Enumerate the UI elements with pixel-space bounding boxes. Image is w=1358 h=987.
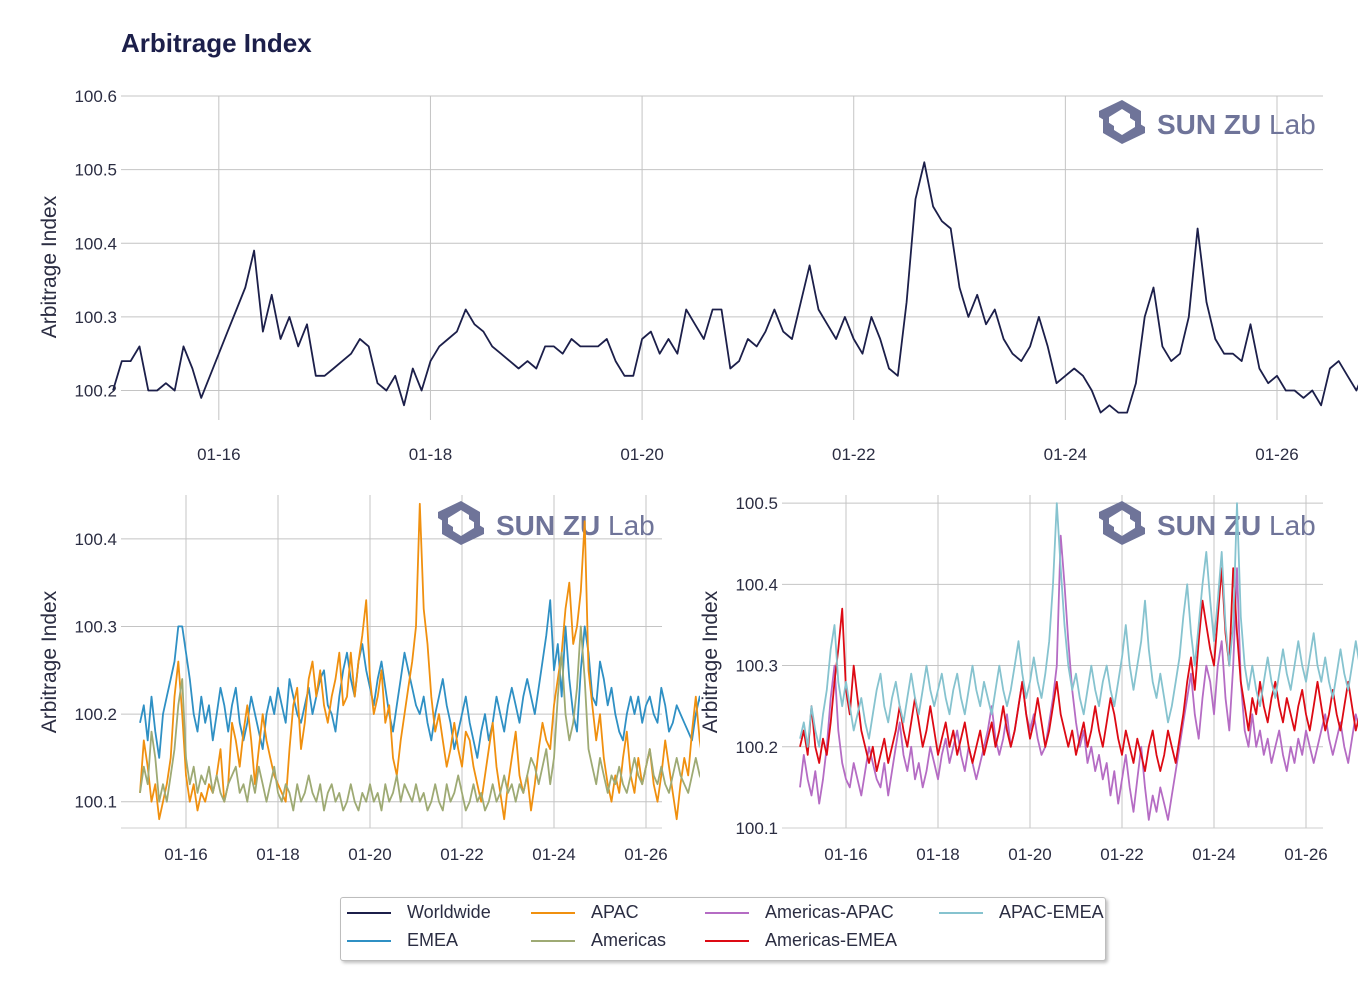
logo-brand: SUN ZU bbox=[1157, 109, 1261, 140]
series-line-americas-emea bbox=[799, 567, 1358, 772]
legend-swatch bbox=[939, 911, 983, 914]
x-tick-label: 01-24 bbox=[1044, 445, 1087, 464]
x-tick-label: 01-24 bbox=[532, 845, 575, 864]
x-tick-label: 01-22 bbox=[1100, 845, 1143, 864]
x-tick-label: 01-20 bbox=[1008, 845, 1051, 864]
x-tick-label: 01-18 bbox=[916, 845, 959, 864]
legend-label: EMEA bbox=[407, 930, 459, 950]
y-tick-label: 100.1 bbox=[74, 793, 117, 812]
logo-brand: SUN ZU bbox=[496, 510, 600, 541]
chart-regional: 100.1 100.2 100.3 100.4 01-16 01-18 01-20 01-22… bbox=[38, 495, 700, 864]
chart-title: Arbitrage Index bbox=[121, 28, 312, 58]
y-tick-label: 100.2 bbox=[735, 738, 778, 757]
legend-item: APAC-EMEA bbox=[939, 902, 1104, 923]
y-tick-label: 100.2 bbox=[74, 382, 117, 401]
chart-legend: Worldwide APAC Americas-APAC APAC-EMEA EMEA A… bbox=[340, 897, 1106, 961]
y-tick-label: 100.4 bbox=[74, 234, 117, 253]
y-axis-label: Arbitrage Index bbox=[699, 590, 722, 733]
x-tick-label: 01-18 bbox=[409, 445, 452, 464]
x-tick-label: 01-24 bbox=[1192, 845, 1235, 864]
x-tick-label: 01-26 bbox=[1255, 445, 1298, 464]
sunzu-logo-icon bbox=[438, 501, 484, 545]
logo-suffix: Lab bbox=[1269, 109, 1316, 140]
legend-item: Americas-APAC bbox=[705, 902, 894, 923]
y-tick-label: 100.4 bbox=[735, 575, 778, 594]
y-tick-label: 100.1 bbox=[735, 819, 778, 838]
legend-label: APAC bbox=[591, 902, 639, 922]
sunzu-logo-icon bbox=[1099, 100, 1145, 144]
x-tick-label: 01-26 bbox=[624, 845, 667, 864]
y-tick-label: 100.2 bbox=[74, 705, 117, 724]
x-tick-label: 01-22 bbox=[440, 845, 483, 864]
y-tick-label: 100.6 bbox=[74, 87, 117, 106]
legend-swatch bbox=[347, 911, 391, 914]
legend-label: Americas-EMEA bbox=[765, 930, 898, 950]
legend-item: Americas-EMEA bbox=[705, 930, 897, 951]
series-line-worldwide bbox=[112, 161, 1358, 414]
y-tick-label: 100.4 bbox=[74, 530, 117, 549]
x-tick-label: 01-16 bbox=[164, 845, 207, 864]
logo-suffix: Lab bbox=[1269, 510, 1316, 541]
legend-label: Americas-APAC bbox=[765, 902, 894, 922]
sunzu-logo: SUN ZU Lab bbox=[1099, 501, 1316, 545]
y-axis-label: Arbitrage Index bbox=[38, 590, 61, 733]
series-line-apac-emea bbox=[799, 502, 1358, 748]
logo-suffix: Lab bbox=[608, 510, 655, 541]
y-tick-label: 100.3 bbox=[735, 657, 778, 676]
x-tick-label: 01-26 bbox=[1284, 845, 1327, 864]
y-tick-label: 100.5 bbox=[74, 161, 117, 180]
legend-swatch bbox=[531, 911, 575, 914]
legend-swatch bbox=[347, 939, 391, 942]
legend-swatch bbox=[705, 939, 749, 942]
logo-brand: SUN ZU bbox=[1157, 510, 1261, 541]
x-tick-label: 01-16 bbox=[824, 845, 867, 864]
x-tick-label: 01-18 bbox=[256, 845, 299, 864]
legend-label: Worldwide bbox=[407, 902, 491, 922]
series-line-americas-apac bbox=[799, 534, 1358, 821]
x-tick-label: 01-20 bbox=[348, 845, 391, 864]
series-line-apac bbox=[139, 502, 700, 821]
x-tick-label: 01-22 bbox=[832, 445, 875, 464]
y-axis-label: Arbitrage Index bbox=[38, 195, 61, 338]
legend-item: Americas bbox=[531, 930, 666, 951]
legend-swatch bbox=[531, 939, 575, 942]
sunzu-logo-icon bbox=[1099, 501, 1145, 545]
legend-swatch bbox=[705, 911, 749, 914]
chart-worldwide: 100.2 100.3 100.4 100.5 100.6 01-16 01-18 01-20… bbox=[38, 87, 1358, 464]
legend-item: APAC bbox=[531, 902, 639, 923]
x-tick-label: 01-16 bbox=[197, 445, 240, 464]
legend-item: EMEA bbox=[347, 930, 458, 951]
sunzu-logo: SUN ZU Lab bbox=[1099, 100, 1316, 144]
y-tick-label: 100.3 bbox=[74, 308, 117, 327]
legend-label: Americas bbox=[591, 930, 667, 950]
legend-label: APAC-EMEA bbox=[999, 902, 1104, 922]
y-tick-label: 100.3 bbox=[74, 617, 117, 636]
x-tick-label: 01-20 bbox=[620, 445, 663, 464]
series-line-americas bbox=[139, 625, 700, 812]
legend-item: Worldwide bbox=[347, 902, 491, 923]
y-tick-label: 100.5 bbox=[735, 494, 778, 513]
sunzu-logo: SUN ZU Lab bbox=[438, 501, 655, 545]
